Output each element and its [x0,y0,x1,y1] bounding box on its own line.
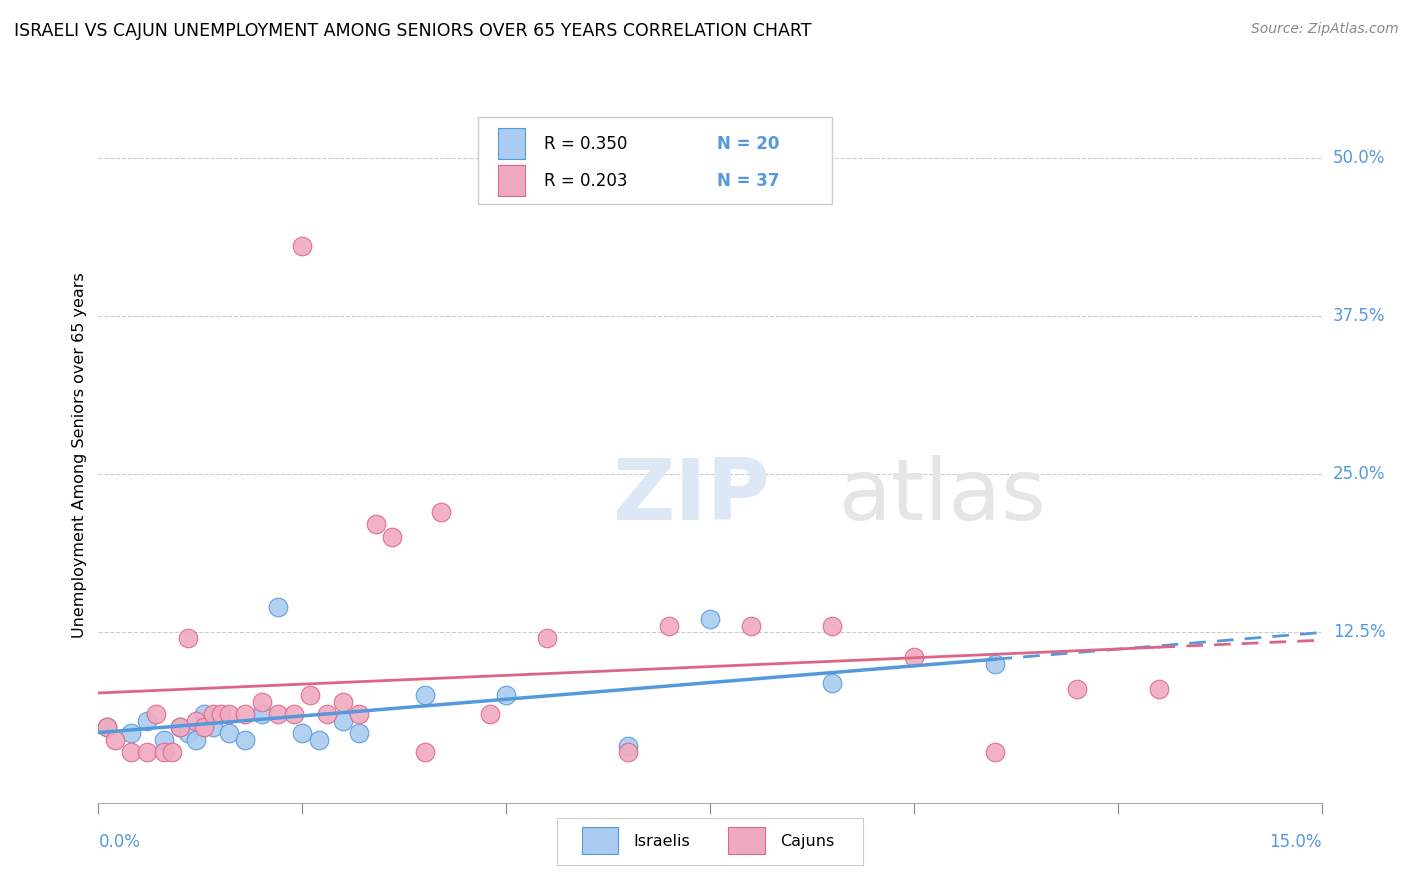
Point [364,517,387,532]
Point [267,707,290,722]
Text: N = 20: N = 20 [717,135,779,153]
Point [250,707,273,722]
FancyBboxPatch shape [582,828,619,854]
Point [177,726,200,740]
Point [699,612,721,626]
Point [233,732,256,747]
Point [658,618,681,632]
Point [96,720,118,734]
Point [186,732,208,747]
Text: N = 37: N = 37 [717,171,779,189]
Y-axis label: Unemployment Among Seniors over 65 years: Unemployment Among Seniors over 65 years [72,272,87,638]
Point [536,632,558,646]
Point [381,530,404,544]
FancyBboxPatch shape [498,165,526,196]
Point [96,720,118,734]
Point [617,745,640,759]
Text: 25.0%: 25.0% [1333,465,1385,483]
Point [740,618,762,632]
Point [413,688,436,702]
Point [209,707,232,722]
Text: 37.5%: 37.5% [1333,307,1385,325]
Point [1066,681,1088,696]
Point [1147,681,1170,696]
Point [291,239,314,253]
Point [169,720,191,734]
Point [984,657,1007,671]
Point [413,745,436,759]
Point [233,707,256,722]
Point [315,707,337,722]
Point [177,632,200,646]
Point [193,720,215,734]
Point [821,618,844,632]
Point [478,707,501,722]
Point [332,714,354,728]
FancyBboxPatch shape [557,818,863,865]
Point [349,726,371,740]
Point [283,707,305,722]
FancyBboxPatch shape [498,128,526,160]
Point [136,745,159,759]
Text: 0.0%: 0.0% [98,833,141,851]
Text: Cajuns: Cajuns [780,834,834,849]
Point [267,599,290,614]
Point [120,745,142,759]
Point [104,732,127,747]
Point [169,720,191,734]
Point [430,505,453,519]
Point [299,688,322,702]
Point [218,707,240,722]
Text: 15.0%: 15.0% [1270,833,1322,851]
Point [120,726,142,740]
Point [152,732,174,747]
Point [201,720,224,734]
Text: ISRAELI VS CAJUN UNEMPLOYMENT AMONG SENIORS OVER 65 YEARS CORRELATION CHART: ISRAELI VS CAJUN UNEMPLOYMENT AMONG SENI… [14,22,811,40]
Point [308,732,330,747]
Point [821,675,844,690]
Point [291,726,314,740]
Point [617,739,640,753]
Point [984,745,1007,759]
Point [332,695,354,709]
Point [218,726,240,740]
Text: Source: ZipAtlas.com: Source: ZipAtlas.com [1251,22,1399,37]
Point [136,714,159,728]
FancyBboxPatch shape [478,118,832,204]
Text: R = 0.203: R = 0.203 [544,171,627,189]
Text: Israelis: Israelis [633,834,690,849]
Point [201,707,224,722]
FancyBboxPatch shape [728,828,765,854]
Text: ZIP: ZIP [612,455,770,538]
Point [903,650,925,665]
Text: R = 0.350: R = 0.350 [544,135,627,153]
Point [160,745,183,759]
Text: 50.0%: 50.0% [1333,149,1385,167]
Point [250,695,273,709]
Point [495,688,517,702]
Point [193,707,215,722]
Point [152,745,174,759]
Point [145,707,167,722]
Point [349,707,371,722]
Text: 12.5%: 12.5% [1333,623,1385,641]
Point [186,714,208,728]
Text: atlas: atlas [838,455,1046,538]
